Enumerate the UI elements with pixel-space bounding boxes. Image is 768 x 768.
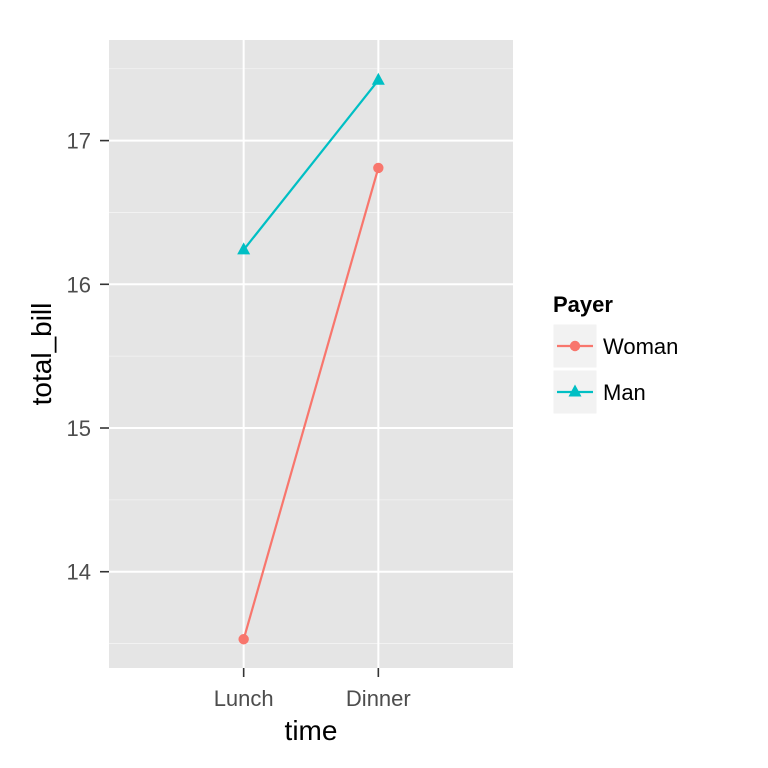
grid [109, 40, 513, 668]
y-tick-label: 17 [67, 129, 91, 154]
y-tick-label: 15 [67, 416, 91, 441]
series-layer [237, 72, 385, 645]
x-tick-label: Lunch [214, 686, 274, 711]
x-tick-label: Dinner [346, 686, 411, 711]
x-axis-title: time [285, 715, 338, 746]
data-point-man [237, 242, 251, 255]
legend-title: Payer [553, 292, 613, 317]
data-point-man [371, 72, 385, 85]
legend: Payer Woman Man [552, 292, 678, 415]
data-point-woman [238, 634, 249, 645]
legend-label-man: Man [603, 380, 646, 405]
plot-panel [109, 40, 513, 668]
legend-label-woman: Woman [603, 334, 678, 359]
y-tick-label: 16 [67, 272, 91, 297]
legend-marker-woman [569, 340, 581, 352]
axes: 14 15 16 17 Lunch Dinner [67, 129, 411, 711]
series-line-woman [242, 167, 380, 640]
legend-marker-man [568, 384, 582, 397]
data-point-woman [373, 162, 384, 174]
y-tick-label: 14 [67, 560, 91, 585]
y-axis-title: total_bill [26, 303, 57, 406]
series-line-man [242, 79, 380, 251]
